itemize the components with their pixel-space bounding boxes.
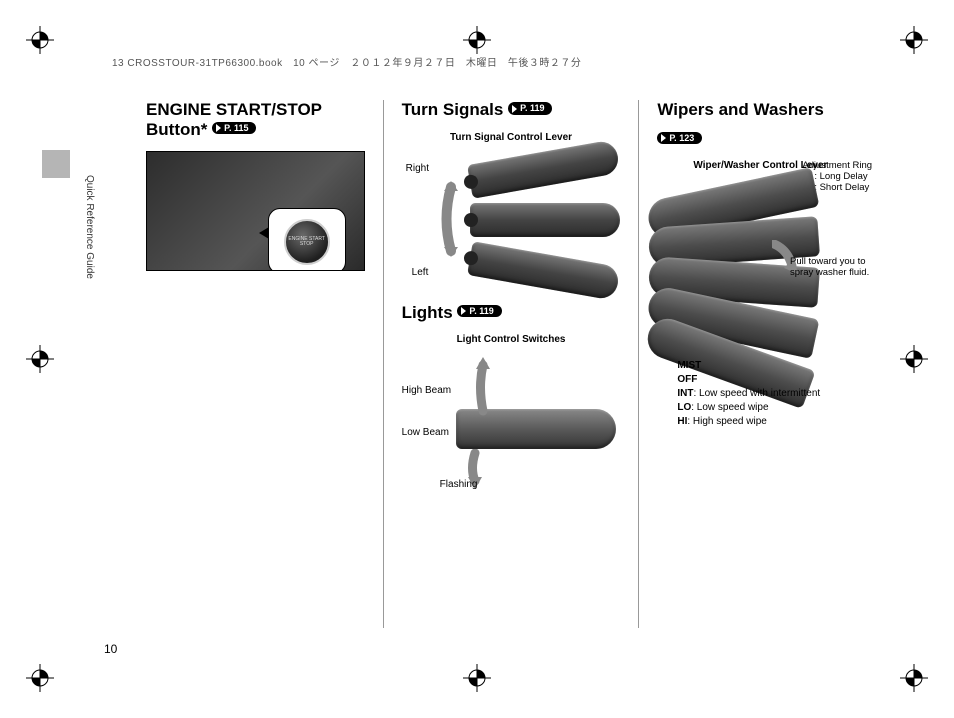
- flashing-label: Flashing: [440, 479, 478, 490]
- crop-mark-icon: [463, 664, 491, 692]
- crop-mark-icon: [463, 26, 491, 54]
- high-beam-label: High Beam: [402, 385, 451, 396]
- turn-signals-heading: Turn Signals: [402, 100, 504, 119]
- book-file-header: 13 CROSSTOUR-31TP66300.book 10 ページ ２０１２年…: [112, 54, 581, 69]
- col1-title-line2: Button*: [146, 120, 207, 139]
- page-number: 10: [104, 642, 117, 656]
- low-beam-label: Low Beam: [402, 427, 449, 438]
- lights-heading: Lights: [402, 303, 453, 322]
- wipers-heading: Wipers and Washers: [657, 100, 823, 119]
- int-label: INT: [677, 388, 693, 399]
- engine-start-stop-button-icon: ENGINE START STOP: [284, 219, 330, 265]
- page-ref-badge: P. 119: [457, 305, 501, 317]
- adjustment-ring-title: Adjustment Ring: [802, 160, 872, 171]
- lights-up-arrow-icon: [472, 357, 494, 417]
- lights-diagram: High Beam Low Beam Flashing: [402, 349, 621, 519]
- lo-desc: : Low speed wipe: [691, 402, 768, 413]
- page-ref-badge: P. 115: [212, 122, 256, 134]
- section-tab: [42, 150, 70, 178]
- col1-title-line1: ENGINE START/STOP: [146, 100, 365, 120]
- crop-mark-icon: [26, 345, 54, 373]
- lo-row: LO: Low speed wipe: [677, 402, 768, 413]
- mist-label: MIST: [677, 360, 701, 371]
- col2-ts-title: Turn Signals P. 119: [402, 100, 621, 120]
- pull-toward-text: Pull toward you to spray washer fluid.: [790, 256, 876, 280]
- int-desc: : Low speed with intermittent: [693, 388, 820, 399]
- ts-left-label: Left: [412, 267, 429, 278]
- hi-label: HI: [677, 416, 687, 427]
- lo-label: LO: [677, 402, 691, 413]
- page-ref-badge: P. 123: [657, 132, 702, 144]
- column-wipers: Wipers and Washers P. 123 Wiper/Washer C…: [638, 100, 894, 628]
- crop-mark-icon: [900, 26, 928, 54]
- adj-short-text: : Short Delay: [814, 182, 869, 193]
- turn-signal-lever-center-icon: [470, 203, 620, 237]
- side-guide-label: Quick Reference Guide: [84, 175, 95, 279]
- hi-desc: : High speed wipe: [687, 416, 767, 427]
- wiper-diagram: Wiper/Washer Control Lever Adjustment Ri…: [657, 160, 876, 420]
- crop-mark-icon: [26, 26, 54, 54]
- turn-signal-diagram: Right Left: [402, 147, 621, 297]
- turn-signal-lever-down-icon: [467, 241, 621, 301]
- ts-control-label: Turn Signal Control Lever: [402, 132, 621, 143]
- adj-long-text: : Long Delay: [814, 171, 867, 182]
- callout-bubble: ENGINE START STOP: [268, 208, 346, 271]
- lights-control-label: Light Control Switches: [402, 334, 621, 345]
- col2-lights-title: Lights P. 119: [402, 303, 621, 323]
- hi-row: HI: High speed wipe: [677, 416, 767, 427]
- crop-mark-icon: [26, 664, 54, 692]
- page-content: ENGINE START/STOP Button* P. 115 ENGINE …: [128, 100, 894, 628]
- engine-start-stop-photo: ENGINE START STOP: [146, 151, 365, 271]
- column-signals-lights: Turn Signals P. 119 Turn Signal Control …: [383, 100, 639, 628]
- ts-double-arrow-icon: [438, 181, 464, 257]
- off-label: OFF: [677, 374, 697, 385]
- col3-title: Wipers and Washers: [657, 100, 876, 120]
- ts-right-label: Right: [406, 163, 429, 174]
- crop-mark-icon: [900, 345, 928, 373]
- crop-mark-icon: [900, 664, 928, 692]
- page-ref-badge: P. 119: [508, 102, 552, 114]
- int-row: INT: Low speed with intermittent: [677, 388, 820, 399]
- turn-signal-lever-up-icon: [467, 139, 621, 199]
- col1-title: ENGINE START/STOP Button* P. 115: [146, 100, 365, 139]
- column-engine-start-stop: ENGINE START/STOP Button* P. 115 ENGINE …: [128, 100, 383, 628]
